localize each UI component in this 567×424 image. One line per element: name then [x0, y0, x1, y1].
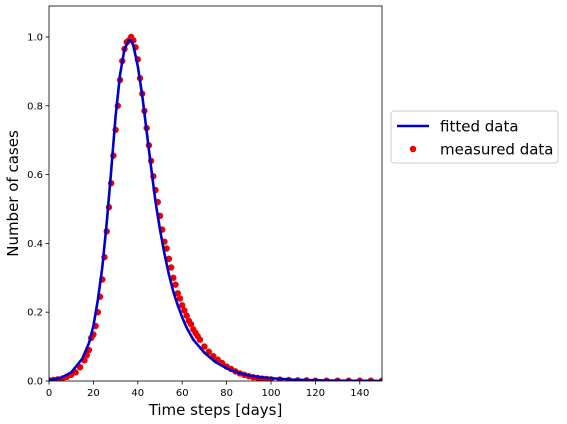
measured-data-point	[183, 312, 190, 319]
y-tick-label: 1.0	[27, 32, 43, 43]
y-axis-label: Number of cases	[4, 130, 22, 257]
x-tick-label: 140	[350, 388, 369, 399]
x-tick-label: 60	[176, 388, 189, 399]
x-tick-label: 0	[46, 388, 52, 399]
y-tick-label: 0.4	[27, 239, 43, 250]
x-tick-label: 120	[306, 388, 325, 399]
measured-data-point	[76, 364, 84, 371]
measured-data-point	[187, 321, 195, 328]
measured-data-point	[165, 255, 173, 263]
legend: fitted data measured data	[390, 110, 559, 164]
y-tick-label: 0.2	[27, 308, 43, 319]
x-tick-label: 20	[87, 388, 100, 399]
measured-data-point	[176, 295, 184, 302]
plot-frame	[48, 5, 383, 382]
measured-data-point	[172, 281, 179, 288]
measured-data-point	[181, 307, 188, 314]
y-tick-label: 0.6	[27, 170, 43, 181]
measured-data-point	[167, 264, 175, 271]
y-tick-label: 0.0	[27, 377, 43, 388]
x-tick-label: 80	[220, 388, 233, 399]
measured-data-point	[201, 343, 208, 350]
measured-data-point	[205, 348, 213, 355]
x-tick-label: 100	[261, 388, 280, 399]
legend-frame	[390, 110, 559, 164]
x-tick-label: 40	[131, 388, 144, 399]
legend-label-fitted: fitted data	[440, 118, 519, 136]
y-tick-label: 0.8	[27, 101, 43, 112]
ticks-layer: 0 20 40 60 80 100 120 140 0.0 0.2 0.4 0.6 0.8 1.0	[27, 32, 369, 399]
fitted-data-line	[49, 39, 382, 381]
legend-label-measured: measured data	[440, 141, 554, 159]
measured-data-point	[170, 274, 177, 281]
measured-data-point	[174, 290, 181, 297]
measured-data-point	[179, 302, 186, 309]
series-layer	[49, 33, 382, 381]
x-axis-label: Time steps [days]	[148, 401, 283, 419]
measured-data-point	[196, 336, 204, 343]
legend-dot-swatch	[409, 145, 417, 153]
